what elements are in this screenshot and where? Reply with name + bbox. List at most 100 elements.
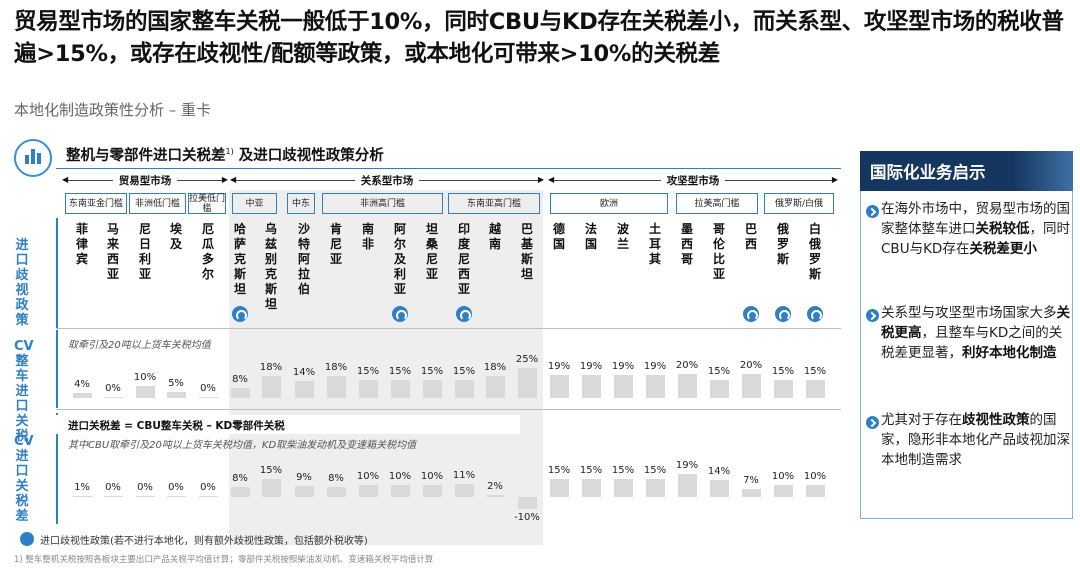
country-name: 厄瓜多尔 [201,222,214,281]
subgroup-latam-high: 拉美高门槛 [676,193,758,214]
diff-value-label: 2% [487,480,503,492]
diff-bar [136,496,155,497]
country-name: 法国 [584,222,597,251]
tariff-value-label: 18% [324,362,348,374]
diff-bar [359,485,378,497]
diff-value-label: 10% [388,471,412,482]
country-name: 巴西 [744,222,757,251]
headline: 贸易型市场的国家整车关税一般低于10%，同时CBU与KD存在关税差小，而关系型、… [14,9,1064,67]
tariff-bar [455,380,474,398]
tariff-value-label: 20% [739,360,763,371]
group-challenge-market: ◀ 攻坚型市场 ▶ [548,175,838,187]
subgroup-latam-low: 拉美低门槛 [188,193,226,214]
tariff-bar [518,368,537,398]
diff-value-label: 7% [743,474,759,486]
tariff-value-label: 15% [707,366,731,377]
diff-bar [104,496,123,497]
tariff-bar [262,376,281,398]
tariff-value-label: 8% [232,374,248,386]
tariff-bar [295,381,314,398]
sidebar-item-3: 尤其对于存在歧视性政策的国家，隐形非本地化产品歧视加深本地制造需求 [881,410,1071,470]
diff-bar [199,496,218,497]
country-name: 墨西哥 [680,222,693,266]
tariff-value-label: 0% [200,383,216,394]
row-label-cv-tariff: CV整车进口关税 [14,339,34,444]
diff-value-label: 15% [611,465,635,476]
country-name: 沙特阿拉伯 [297,222,310,296]
tariff-value-label: 15% [452,366,476,377]
tariff-value-label: 0% [105,383,121,394]
tariff-bar [710,380,729,398]
sidebar-text-segment: 关税差更小 [969,241,1037,257]
tariff-note: 取牵引及20吨以上货车关税均值 [68,340,211,351]
diff-bar [742,488,761,497]
tariff-bar [73,393,92,398]
panel-divider [56,168,841,169]
diff-bar [614,479,633,497]
diff-bar [391,485,410,497]
discrimination-policy-icon [775,306,791,322]
group-trade-market: ◀ 贸易型市场 ▶ [62,175,228,187]
row-divider-1 [56,328,841,329]
diff-value-label: 8% [328,473,344,485]
subgroup-sea-low: 东南亚金门槛 [65,193,127,214]
discrimination-policy-icon [456,306,472,322]
sidebar-item-1: 在海外市场中，贸易型市场的国家整体整车进口关税较低，同时CBU与KD存在关税差更… [881,199,1071,259]
diff-value-label: 15% [259,465,283,476]
country-name: 印度尼西亚 [457,222,470,296]
country-name: 肯尼亚 [329,222,342,266]
sidebar-panel [860,151,1073,519]
diff-value-label: 9% [296,472,312,484]
country-name: 尼日利亚 [138,222,151,281]
diff-value-label: 0% [105,482,121,493]
tariff-bar [359,380,378,398]
country-name: 阿尔及利亚 [393,222,406,296]
diff-row-rule [56,413,58,524]
relationship-market-shade [229,190,543,545]
sidebar-text-segment: ，同时CBU与KD存在 [881,221,1070,257]
diff-bar [262,479,281,497]
country-name: 哈萨克斯坦 [233,222,246,296]
discrimination-policy-icon [392,306,408,322]
diff-value-label: 19% [675,460,699,472]
discrimination-policy-icon [743,306,759,322]
diff-bar [486,494,505,497]
tariff-value-label: 19% [643,361,667,373]
diff-bar [73,495,92,497]
diff-value-label: 0% [137,482,153,493]
row-label-policy: 进口歧视政策 [15,238,29,328]
diff-value-label: 10% [771,471,795,482]
subgroup-europe: 欧洲 [550,193,668,214]
legend-text: 进口歧视性政策(若不进行本地化，则有额外歧视性政策，包括额外税收等) [40,536,368,547]
tariff-value-label: 15% [356,366,380,377]
country-name: 巴基斯坦 [520,222,533,281]
diff-formula: 进口关税差 = CBU整车关税 – KD零部件关税 [68,420,285,432]
tariff-value-label: 20% [675,360,699,371]
country-name: 坦桑尼亚 [425,222,438,281]
diff-value-label: 10% [356,471,380,482]
diff-bar [455,483,474,497]
diff-value-label: -10% [514,512,540,523]
sidebar-text-segment: 歧视性政策 [962,412,1030,428]
tariff-bar [550,375,569,398]
diff-value-label: 10% [803,471,827,482]
arrow-icon [866,205,879,218]
sidebar-title: 国际化业务启示 [860,151,1073,191]
diff-bar [710,480,729,497]
tariff-bar [231,388,250,398]
tariff-row-rule [56,330,58,408]
country-name: 南非 [361,222,374,251]
tariff-bar [486,376,505,398]
tariff-bar [199,397,218,398]
sidebar-text-segment: 的国家，隐形非本地化产品歧视加深本地制造需求 [881,412,1070,468]
tariff-value-label: 19% [579,361,603,373]
tariff-bar [678,374,697,398]
sidebar-text-segment: 在海外市场中，贸易型市场的国家整体整车进口 [881,201,1070,237]
diff-bar [646,479,665,497]
tariff-value-label: 25% [515,354,539,365]
tariff-value-label: 19% [547,361,571,373]
diff-value-label: 1% [74,481,90,493]
row-divider-2 [56,409,841,410]
arrow-icon [866,416,879,429]
country-name: 马来西亚 [106,222,119,281]
